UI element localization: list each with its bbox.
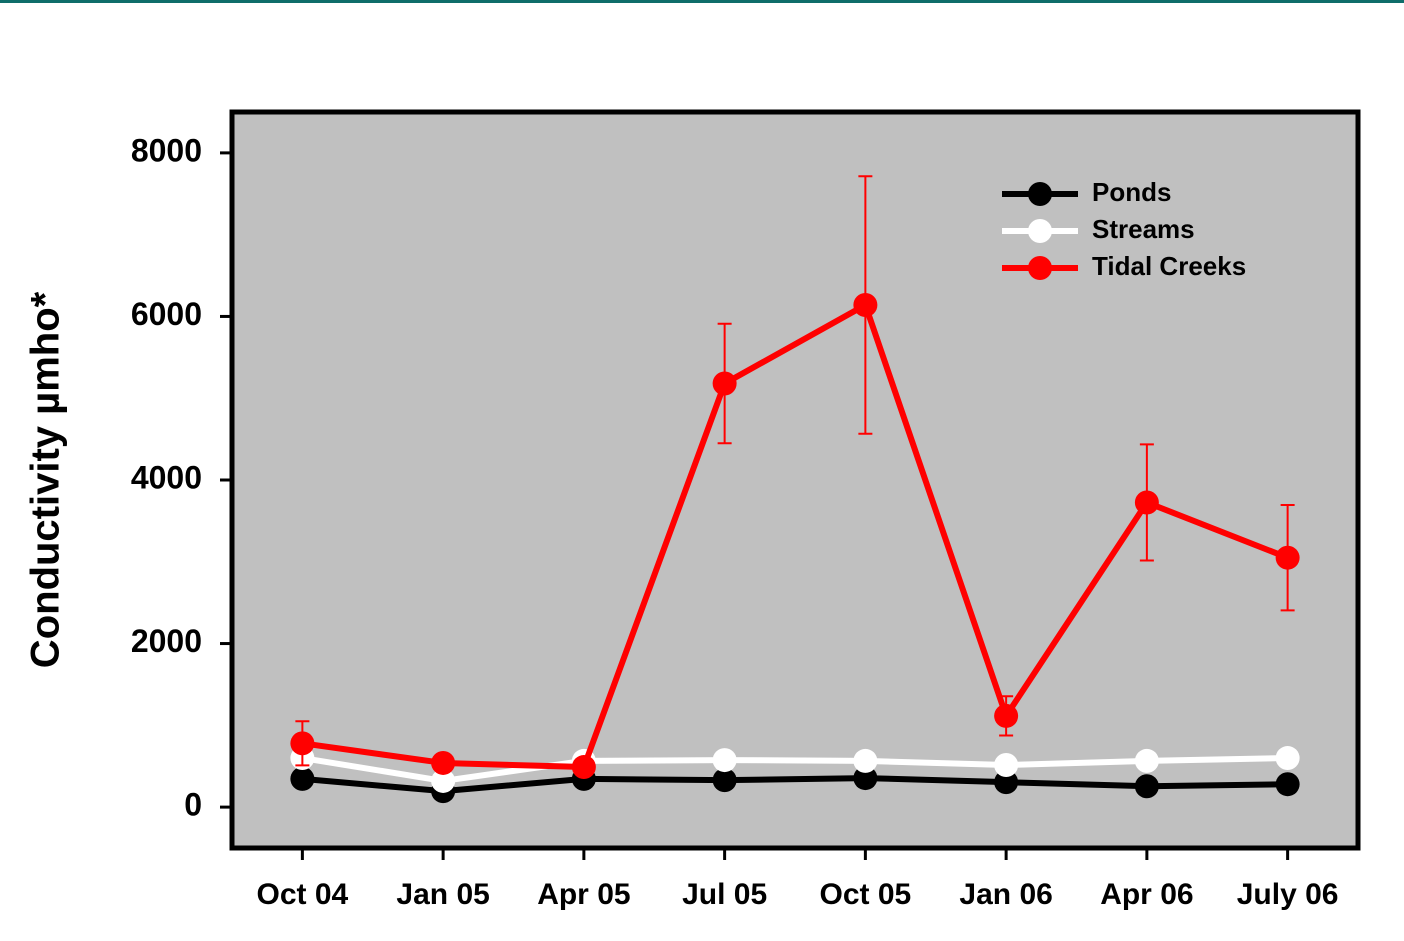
legend-label: Streams xyxy=(1092,214,1195,244)
y-tick-label: 0 xyxy=(184,787,202,823)
x-tick-label: Jul 05 xyxy=(682,878,767,911)
point xyxy=(853,766,878,791)
x-tick-label: Oct 05 xyxy=(820,878,912,911)
point xyxy=(1134,490,1159,515)
legend-marker xyxy=(1028,219,1052,243)
x-tick-label: Oct 04 xyxy=(257,878,349,911)
y-tick-label: 4000 xyxy=(131,459,202,495)
point xyxy=(1134,774,1159,799)
y-tick-label: 6000 xyxy=(131,296,202,332)
x-tick-label: Apr 05 xyxy=(537,878,630,911)
point xyxy=(290,766,315,791)
series-line xyxy=(301,301,1289,771)
series-line xyxy=(301,755,1288,784)
point xyxy=(712,748,737,773)
point xyxy=(431,750,456,775)
point xyxy=(712,768,737,793)
x-tick-label: Apr 06 xyxy=(1100,878,1193,911)
point xyxy=(994,703,1019,728)
legend-label: Tidal Creeks xyxy=(1092,251,1246,281)
point xyxy=(712,371,737,396)
point xyxy=(1275,746,1300,771)
point xyxy=(290,731,315,756)
x-tick-label: Jan 06 xyxy=(959,878,1052,911)
legend-marker xyxy=(1028,182,1052,206)
plot-area xyxy=(229,109,1361,851)
point xyxy=(853,748,878,773)
y-axis-label: Conductivity µmho* xyxy=(24,291,68,668)
y-tick-label: 2000 xyxy=(131,623,202,659)
point xyxy=(853,292,878,317)
legend-label: Ponds xyxy=(1092,177,1171,207)
x-tick-label: July 06 xyxy=(1237,878,1339,911)
series-line xyxy=(302,775,1288,795)
point xyxy=(1275,545,1300,570)
point xyxy=(571,755,596,780)
point xyxy=(994,770,1019,795)
y-tick-label: 8000 xyxy=(131,132,202,168)
x-tick-label: Jan 05 xyxy=(396,878,489,911)
point xyxy=(431,768,456,793)
top-rule xyxy=(0,0,1404,3)
point xyxy=(1134,748,1159,773)
point xyxy=(1275,772,1300,797)
point xyxy=(994,752,1019,777)
legend-marker xyxy=(1028,256,1052,280)
